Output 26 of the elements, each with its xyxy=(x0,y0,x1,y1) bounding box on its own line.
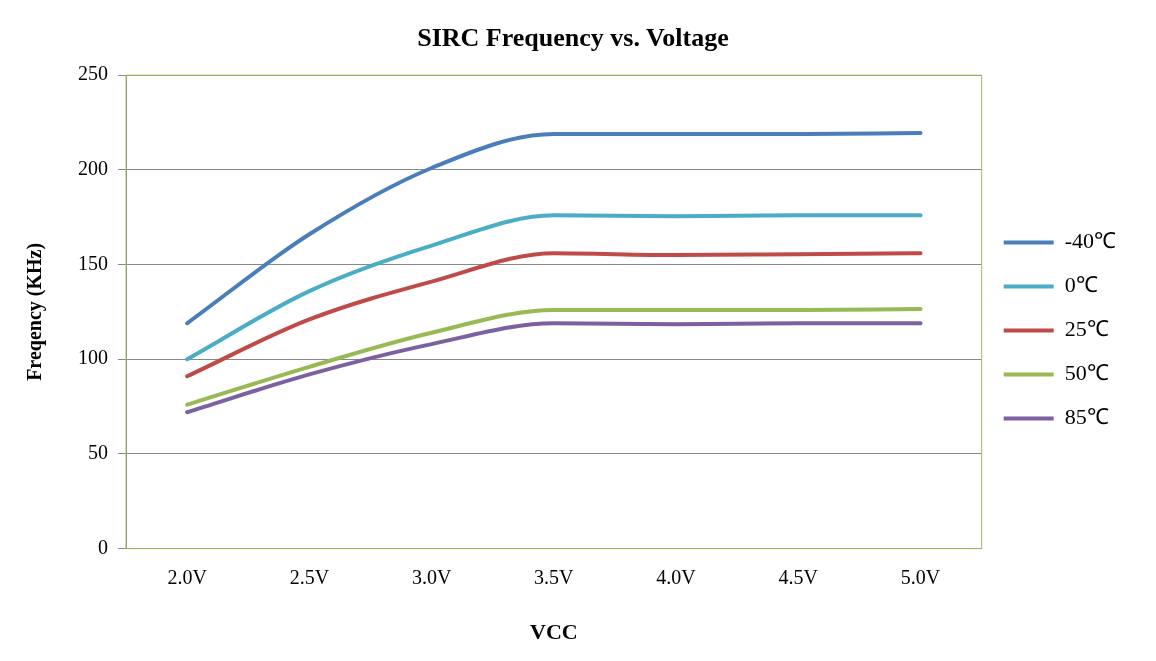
legend-label: -40℃ xyxy=(1064,228,1116,254)
y-axis-title: Freqency (KHz) xyxy=(23,242,47,381)
legend-label: 25℃ xyxy=(1064,316,1109,342)
y-tick-label: 0 xyxy=(98,535,108,558)
y-tick-label: 250 xyxy=(78,62,108,85)
x-axis-title: VCC xyxy=(530,619,578,645)
x-tick-label: 5.0V xyxy=(900,565,941,588)
y-tick-label: 200 xyxy=(78,157,108,180)
y-tick-label: 100 xyxy=(78,346,108,369)
x-tick-label: 2.0V xyxy=(167,565,208,588)
line-series xyxy=(185,307,923,407)
legend-label: 50℃ xyxy=(1064,360,1109,386)
y-tick-label: 50 xyxy=(88,441,108,464)
x-tick-label: 3.0V xyxy=(411,565,452,588)
line-series xyxy=(185,251,923,379)
legend-label: 0℃ xyxy=(1064,272,1098,298)
legend-label: 85℃ xyxy=(1064,404,1109,430)
x-tick-label: 3.5V xyxy=(534,565,575,588)
line-series xyxy=(185,130,923,326)
line-series xyxy=(185,321,923,415)
line-series xyxy=(185,213,923,362)
chart-title: SIRC Frequency vs. Voltage xyxy=(417,23,729,53)
x-tick-label: 4.5V xyxy=(778,565,819,588)
y-tick-label: 150 xyxy=(78,251,108,274)
x-tick-label: 2.5V xyxy=(289,565,330,588)
x-tick-label: 4.0V xyxy=(656,565,697,588)
